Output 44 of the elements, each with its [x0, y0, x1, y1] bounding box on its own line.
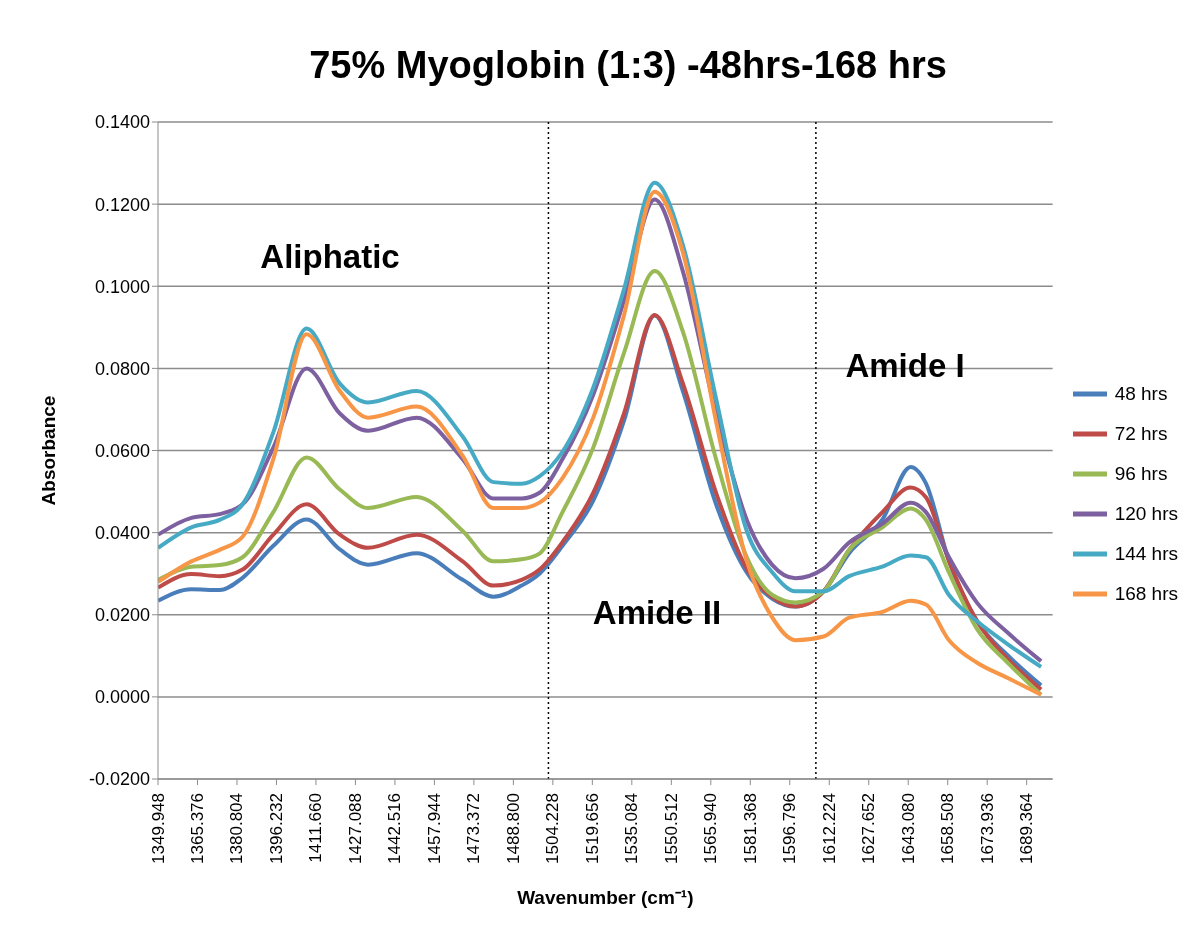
x-tick-label: 1349.948 — [148, 793, 168, 864]
x-tick-label: 1365.376 — [187, 793, 207, 864]
x-tick-label: 1612.224 — [819, 793, 839, 864]
legend-label: 72 hrs — [1114, 422, 1168, 446]
y-tick-label: 0.1200 — [94, 194, 150, 215]
x-tick-label: 1550.512 — [661, 793, 681, 864]
x-tick-label: 1473.372 — [464, 793, 484, 864]
x-tick-label: 1442.516 — [385, 793, 405, 864]
x-tick-label: 1565.940 — [701, 793, 721, 864]
y-tick-label: 0.0800 — [94, 358, 150, 379]
x-tick-label: 1411.660 — [306, 793, 326, 863]
y-tick-label: 0.0000 — [94, 687, 150, 708]
x-tick-label: 1396.232 — [266, 793, 286, 864]
y-axis-title: Absorbance — [37, 395, 59, 506]
y-tick-label: 0.0200 — [94, 605, 150, 626]
y-tick-label: 0.0600 — [94, 440, 150, 461]
x-tick-label: 1658.508 — [938, 793, 958, 864]
x-tick-label: 1627.652 — [859, 793, 879, 864]
x-tick-label: 1504.228 — [543, 793, 563, 864]
legend-label: 120 hrs — [1114, 502, 1178, 526]
legend-label: 96 hrs — [1114, 462, 1168, 486]
x-tick-label: 1380.804 — [227, 793, 247, 864]
x-tick-label: 1488.800 — [503, 793, 523, 864]
y-tick-label: 0.1400 — [94, 112, 150, 133]
x-tick-label: 1457.944 — [424, 793, 444, 864]
x-tick-label: 1643.080 — [898, 793, 918, 864]
y-tick-label: -0.0200 — [88, 769, 150, 790]
y-tick-label: 0.1000 — [94, 276, 150, 297]
annotation: Amide II — [592, 594, 722, 632]
x-tick-label: 1673.936 — [977, 793, 997, 864]
legend-label: 144 hrs — [1114, 542, 1178, 566]
annotation: Amide I — [845, 347, 965, 385]
y-tick-label: 0.0400 — [94, 523, 150, 544]
chart-title: 75% Myoglobin (1:3) -48hrs-168 hrs — [308, 43, 948, 88]
x-tick-label: 1596.796 — [780, 793, 800, 864]
annotation: Aliphatic — [260, 238, 400, 276]
x-tick-label: 1427.088 — [345, 793, 365, 864]
x-tick-label: 1689.364 — [1017, 793, 1037, 864]
x-tick-label: 1535.084 — [622, 793, 642, 864]
x-tick-label: 1581.368 — [740, 793, 760, 864]
legend-label: 48 hrs — [1114, 382, 1168, 406]
x-tick-label: 1519.656 — [582, 793, 602, 864]
legend-label: 168 hrs — [1114, 582, 1178, 606]
x-axis-title: Wavenumber (cm⁻¹) — [517, 887, 694, 908]
